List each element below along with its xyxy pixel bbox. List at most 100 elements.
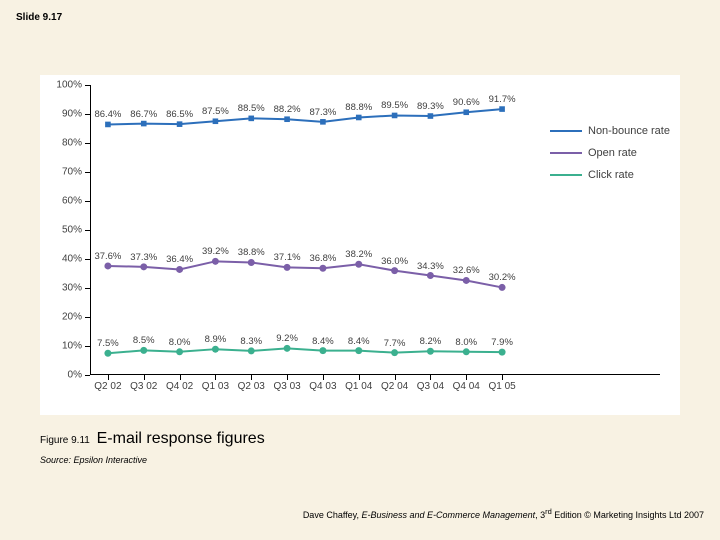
series-marker [248, 347, 255, 354]
data-label: 89.3% [417, 101, 444, 112]
series-marker [391, 349, 398, 356]
series-marker [463, 277, 470, 284]
series-marker [499, 106, 505, 112]
chart-panel: 0%10%20%30%40%50%60%70%80%90%100%Q2 02Q3… [40, 75, 680, 415]
x-tick-label: Q1 03 [202, 381, 229, 392]
x-tick-label: Q2 02 [94, 381, 121, 392]
data-label: 89.5% [381, 100, 408, 111]
data-label: 7.7% [384, 338, 406, 349]
data-label: 34.3% [417, 261, 444, 272]
data-label: 8.3% [240, 336, 262, 347]
series-marker [356, 115, 362, 121]
data-label: 91.7% [489, 94, 516, 105]
series-marker [248, 116, 254, 122]
legend: Non-bounce rate Open rate Click rate [550, 115, 670, 191]
data-label: 7.5% [97, 338, 119, 349]
series-marker [319, 347, 326, 354]
data-label: 8.5% [133, 335, 155, 346]
data-label: 37.1% [274, 252, 301, 263]
data-label: 36.0% [381, 256, 408, 267]
y-tick-label: 80% [62, 138, 82, 149]
data-label: 88.8% [345, 102, 372, 113]
data-label: 36.4% [166, 254, 193, 265]
data-label: 87.5% [202, 106, 229, 117]
footer: Dave Chaffey, E-Business and E-Commerce … [303, 507, 704, 520]
series-marker [212, 346, 219, 353]
y-tick-label: 20% [62, 312, 82, 323]
x-tick [144, 375, 145, 380]
x-tick-label: Q1 04 [345, 381, 372, 392]
x-tick [180, 375, 181, 380]
series-marker [140, 263, 147, 270]
legend-item: Click rate [550, 169, 670, 181]
figure-title: E-mail response figures [97, 430, 265, 447]
data-label: 7.9% [491, 337, 513, 348]
x-tick-label: Q1 05 [488, 381, 515, 392]
data-label: 86.5% [166, 109, 193, 120]
legend-item: Open rate [550, 147, 670, 159]
y-tick-label: 30% [62, 283, 82, 294]
x-tick [251, 375, 252, 380]
data-label: 8.2% [420, 336, 442, 347]
series-marker [104, 262, 111, 269]
data-label: 38.2% [345, 249, 372, 260]
x-tick [323, 375, 324, 380]
series-marker [355, 347, 362, 354]
x-tick [430, 375, 431, 380]
series-line [108, 348, 502, 353]
series-marker [141, 121, 147, 127]
x-tick-label: Q2 03 [238, 381, 265, 392]
series-marker [284, 264, 291, 271]
data-label: 88.2% [274, 104, 301, 115]
series-marker [212, 258, 219, 265]
y-tick-label: 70% [62, 167, 82, 178]
legend-swatch [550, 130, 582, 132]
series-marker [284, 116, 290, 122]
series-marker [140, 347, 147, 354]
series-marker [499, 349, 506, 356]
y-tick-label: 10% [62, 341, 82, 352]
x-tick [359, 375, 360, 380]
series-marker [427, 348, 434, 355]
data-label: 88.5% [238, 103, 265, 114]
legend-label: Click rate [588, 169, 634, 181]
legend-swatch [550, 174, 582, 176]
data-label: 30.2% [489, 272, 516, 283]
x-tick-label: Q3 04 [417, 381, 444, 392]
series-marker [355, 261, 362, 268]
x-tick-label: Q4 04 [453, 381, 480, 392]
legend-label: Open rate [588, 147, 637, 159]
x-tick-label: Q4 03 [309, 381, 336, 392]
y-tick-label: 100% [56, 80, 82, 91]
data-label: 86.7% [130, 109, 157, 120]
figure-number: Figure 9.11 [40, 435, 90, 446]
x-tick [287, 375, 288, 380]
series-marker [104, 350, 111, 357]
x-tick-label: Q3 02 [130, 381, 157, 392]
data-label: 32.6% [453, 265, 480, 276]
legend-swatch [550, 152, 582, 154]
x-tick [215, 375, 216, 380]
series-marker [319, 265, 326, 272]
data-label: 39.2% [202, 246, 229, 257]
data-label: 90.6% [453, 97, 480, 108]
data-label: 37.6% [94, 251, 121, 262]
x-tick-label: Q4 02 [166, 381, 193, 392]
data-label: 87.3% [309, 107, 336, 118]
series-marker [176, 348, 183, 355]
chart-axes: 0%10%20%30%40%50%60%70%80%90%100%Q2 02Q3… [90, 85, 660, 375]
data-label: 8.9% [205, 334, 227, 345]
legend-item: Non-bounce rate [550, 125, 670, 137]
series-marker [177, 121, 183, 127]
series-marker [428, 113, 434, 119]
y-tick-label: 60% [62, 196, 82, 207]
source-line: Source: Epsilon Interactive [40, 455, 147, 465]
series-marker [320, 119, 326, 125]
x-tick-label: Q3 03 [273, 381, 300, 392]
series-marker [463, 348, 470, 355]
data-label: 37.3% [130, 252, 157, 263]
series-marker [248, 259, 255, 266]
x-tick [502, 375, 503, 380]
series-marker [392, 113, 398, 119]
slide: Slide 9.17 0%10%20%30%40%50%60%70%80%90%… [0, 0, 720, 540]
